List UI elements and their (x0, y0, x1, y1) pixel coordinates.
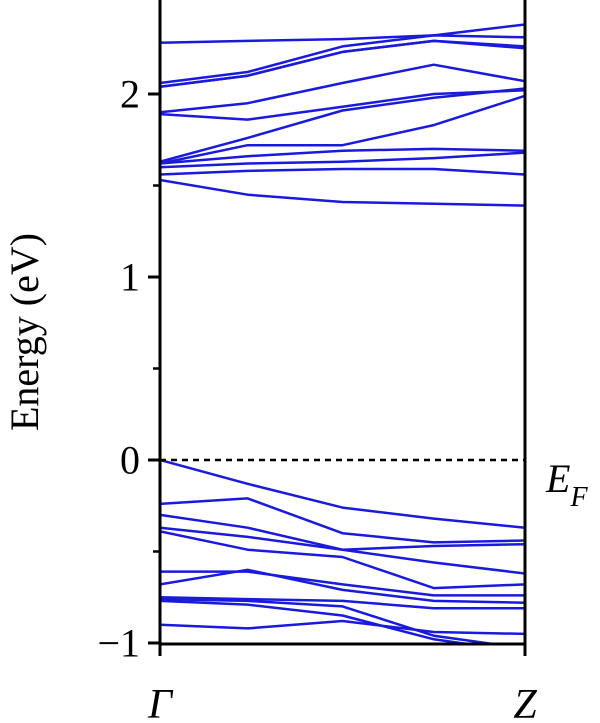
fermi-level-label: EF (545, 456, 588, 513)
band-line-7 (160, 87, 525, 163)
band-line-14 (160, 497, 525, 544)
band-line-8 (160, 94, 525, 165)
band-line-10 (160, 151, 525, 169)
band-line-21 (160, 597, 502, 644)
band-line-4 (160, 39, 525, 88)
band-line-19 (160, 568, 525, 604)
fermi-level-label-sub: F (569, 482, 588, 513)
band-line-23 (160, 619, 525, 636)
y-tick-label: 0 (120, 438, 140, 483)
band-line-11 (160, 167, 525, 176)
band-line-1 (160, 23, 525, 45)
y-axis-title: Energy (eV) (2, 233, 47, 431)
band-line-12 (160, 178, 525, 207)
x-tick-label: Z (513, 682, 537, 723)
band-line-16 (160, 526, 525, 575)
x-tick-label: Γ (147, 682, 174, 723)
band-line-18 (160, 570, 525, 597)
band-line-17 (160, 530, 525, 590)
y-tick-label: −1 (97, 621, 140, 666)
plot-frame (158, 0, 527, 646)
band-line-20 (160, 596, 525, 610)
y-tick-label: 1 (120, 255, 140, 300)
band-lines (160, 23, 525, 644)
band-line-6 (160, 89, 525, 121)
band-line-5 (160, 63, 525, 114)
y-axis-ticks: −1 0 1 2 (97, 72, 160, 666)
band-line-2 (160, 34, 525, 85)
fermi-level-label-main: E (545, 456, 570, 501)
band-line-13 (160, 458, 525, 529)
band-line-9 (160, 147, 525, 165)
y-tick-label: 2 (120, 72, 140, 117)
